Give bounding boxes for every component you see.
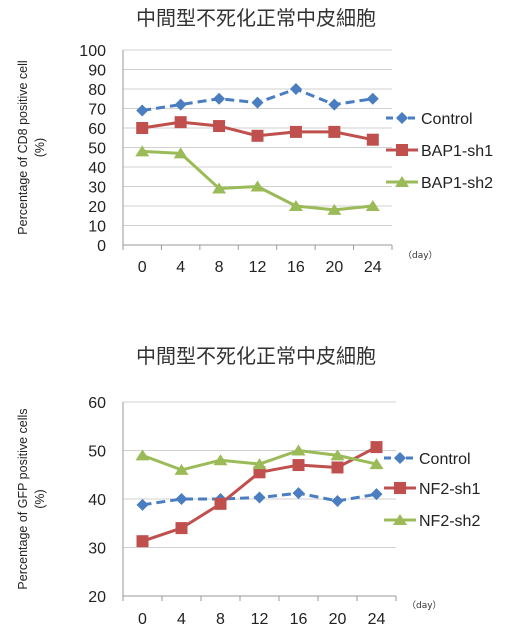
y-tick-label: 100 <box>79 43 106 60</box>
x-tick-label: 12 <box>251 611 269 628</box>
legend-marker-bap1-sh2 <box>395 176 409 187</box>
y-axis-label: Percentage of CD8 positive cell (%) <box>16 60 47 234</box>
data-point-bap1-sh1 <box>366 133 379 146</box>
x-tick-label: 16 <box>287 259 305 276</box>
y-tick-label: 50 <box>88 141 106 158</box>
data-point-nf2-sh1 <box>370 441 383 454</box>
data-point-nf2-sh2 <box>213 454 228 466</box>
data-point-bap1-sh1 <box>174 116 187 129</box>
data-point-control <box>328 98 341 111</box>
y-tick-label: 60 <box>88 395 106 412</box>
data-point-nf2-sh2 <box>135 449 150 461</box>
data-point-control <box>253 491 266 504</box>
legend-label: BAP1-sh2 <box>421 175 493 192</box>
y-axis-label: Percentage of GFP positive cells (%) <box>16 408 47 589</box>
y-tick-label: 40 <box>88 492 106 509</box>
data-point-nf2-sh2 <box>291 444 306 456</box>
y-tick-label: 10 <box>88 219 106 236</box>
y-tick-label: 30 <box>88 541 106 558</box>
y-axis-label-line: Percentage of GFP positive cells <box>16 408 30 589</box>
data-point-control <box>136 104 149 117</box>
x-unit-label: （day） <box>407 600 442 611</box>
y-tick-label: 40 <box>88 160 106 177</box>
data-point-bap1-sh2 <box>365 200 380 211</box>
x-tick-label: 0 <box>138 611 147 628</box>
data-point-nf2-sh2 <box>252 458 267 470</box>
data-point-control <box>251 96 264 109</box>
data-point-bap1-sh1 <box>328 125 341 138</box>
x-tick-label: 0 <box>138 259 147 276</box>
legend-label: Control <box>421 111 473 128</box>
data-point-nf2-sh2 <box>174 463 189 475</box>
y-tick-label: 20 <box>88 199 106 216</box>
data-point-nf2-sh2 <box>330 449 345 461</box>
data-point-control <box>213 92 226 105</box>
chart-title: 中間型不死化正常中皮細胞 <box>136 6 376 30</box>
y-axis-label-line: Percentage of CD8 positive cell <box>16 60 30 234</box>
y-tick-label: 90 <box>88 63 106 80</box>
data-point-control <box>292 487 305 500</box>
data-point-control <box>366 92 379 105</box>
data-point-bap1-sh2 <box>135 145 150 157</box>
x-tick-label: 4 <box>176 259 185 276</box>
y-axis-label-line: (%) <box>33 489 47 508</box>
data-point-nf2-sh1 <box>214 497 227 510</box>
data-point-nf2-sh1 <box>136 535 149 548</box>
data-point-bap1-sh2 <box>288 200 303 211</box>
data-point-control <box>370 488 383 501</box>
x-unit-label: （day） <box>403 250 438 261</box>
y-tick-label: 30 <box>88 180 106 197</box>
legend-label: NF2-sh2 <box>419 513 480 530</box>
data-point-bap1-sh1 <box>251 129 264 142</box>
y-tick-label: 80 <box>88 82 106 99</box>
y-tick-label: 0 <box>97 238 106 255</box>
chart-title: 中間型不死化正常中皮細胞 <box>136 344 376 368</box>
x-tick-label: 16 <box>290 611 308 628</box>
legend-label: Control <box>419 451 471 468</box>
data-point-control <box>174 98 187 111</box>
data-point-bap1-sh2 <box>173 147 188 159</box>
legend-label: BAP1-sh1 <box>421 143 493 160</box>
x-tick-label: 4 <box>177 611 186 628</box>
data-point-bap1-sh1 <box>213 120 226 133</box>
chart-2: 中間型不死化正常中皮細胞 20 30 40 50 60 0 4 8 12 16 20 24 （day） Pe… <box>16 344 480 628</box>
x-tick-label: 24 <box>368 611 386 628</box>
data-point-bap1-sh2 <box>250 180 265 192</box>
x-tick-label: 12 <box>249 259 267 276</box>
data-point-control <box>136 498 149 511</box>
chart-1: 中間型不死化正常中皮細胞 0 10 20 30 40 50 60 70 80 90 100 0 4 8 12 1… <box>16 6 493 276</box>
x-tick-label: 20 <box>329 611 347 628</box>
y-tick-label: 60 <box>88 121 106 138</box>
data-point-nf2-sh1 <box>175 522 188 535</box>
y-tick-label: 20 <box>88 589 106 606</box>
y-tick-label: 70 <box>88 102 106 119</box>
data-point-bap1-sh2 <box>327 203 342 215</box>
data-point-bap1-sh2 <box>212 182 227 194</box>
data-point-control <box>175 493 188 505</box>
x-tick-label: 20 <box>325 259 343 276</box>
data-point-control <box>331 494 344 507</box>
data-point-bap1-sh1 <box>136 122 149 134</box>
legend-marker-nf2-sh1 <box>394 482 406 494</box>
y-axis-label-line: (%) <box>33 138 47 157</box>
data-point-nf2-sh1 <box>292 459 305 472</box>
legend-marker-control <box>396 112 408 124</box>
data-point-nf2-sh2 <box>369 458 384 470</box>
x-tick-label: 8 <box>216 611 225 628</box>
legend-label: NF2-sh1 <box>419 481 480 498</box>
legend-marker-bap1-sh1 <box>396 144 408 156</box>
x-tick-label: 24 <box>364 259 382 276</box>
data-point-control <box>289 83 302 95</box>
x-tick-label: 8 <box>215 259 224 276</box>
legend-marker-nf2-sh2 <box>393 514 407 525</box>
data-point-nf2-sh1 <box>253 466 266 479</box>
data-point-bap1-sh1 <box>289 125 302 138</box>
y-tick-label: 50 <box>88 444 106 461</box>
data-point-nf2-sh1 <box>331 461 344 474</box>
legend-marker-control <box>394 452 406 464</box>
